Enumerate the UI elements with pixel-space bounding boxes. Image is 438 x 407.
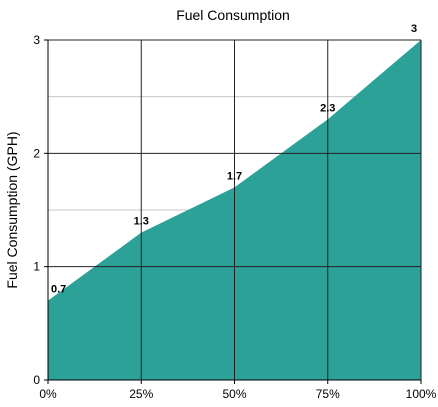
data-labels: 0.7 1.3 1.7 2.3 3 (51, 23, 417, 296)
data-label: 2.3 (320, 102, 335, 114)
x-tick-label: 75% (316, 387, 340, 401)
x-tick-label: 0% (39, 387, 57, 401)
y-axis-label: Fuel Consumption (GPH) (4, 131, 20, 288)
x-tick-labels: 0% 25% 50% 75% 100% (39, 380, 437, 401)
x-tick-label: 25% (129, 387, 153, 401)
data-label: 1.7 (227, 170, 242, 182)
y-tick-labels: 0 1 2 3 (33, 33, 48, 387)
y-tick-label: 0 (33, 373, 40, 387)
y-tick-label: 2 (33, 146, 40, 160)
data-label: 1.3 (134, 216, 149, 228)
x-tick-label: 100% (406, 387, 437, 401)
major-gridlines (48, 39, 422, 380)
y-tick-label: 3 (33, 33, 40, 47)
data-label: 0.7 (51, 284, 66, 296)
y-tick-label: 1 (33, 260, 40, 274)
chart-title: Fuel Consumption (176, 7, 290, 23)
x-tick-label: 50% (222, 387, 246, 401)
data-label: 3 (411, 23, 417, 35)
